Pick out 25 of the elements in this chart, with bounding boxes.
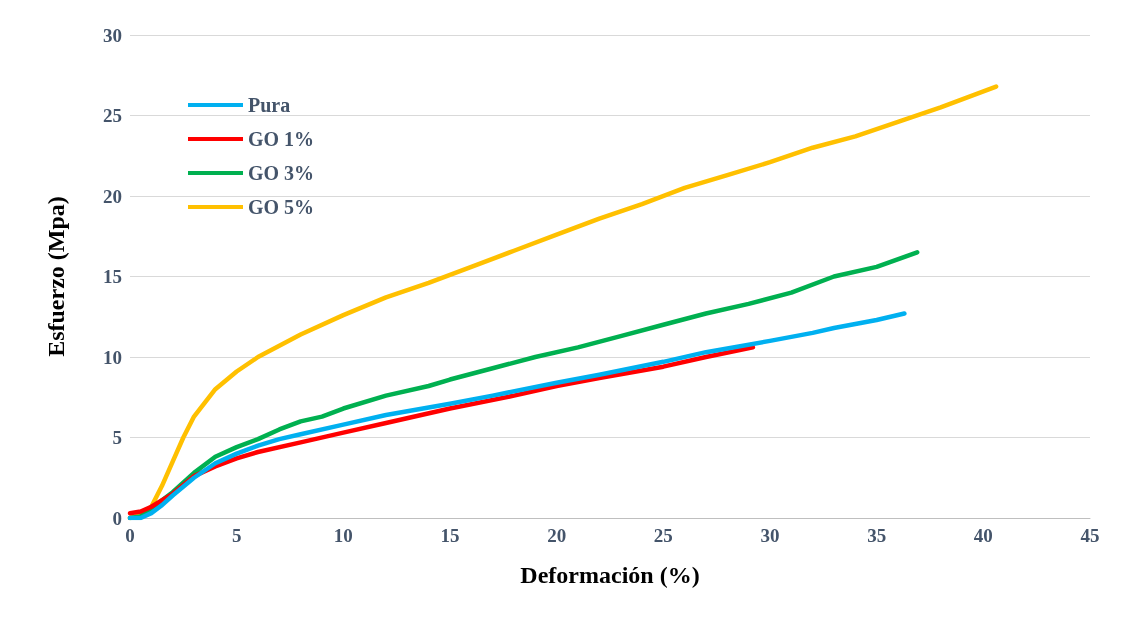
x-tick-label: 20 — [547, 525, 567, 546]
y-tick-label: 25 — [103, 105, 122, 126]
x-tick-label: 25 — [653, 525, 673, 546]
x-axis-title: Deformación (%) — [520, 562, 700, 588]
x-tick-label: 5 — [231, 525, 242, 546]
y-tick-label: 30 — [103, 24, 122, 46]
line-series — [127, 311, 907, 521]
x-tick-label: 15 — [440, 525, 460, 546]
y-tick-label: 15 — [103, 266, 122, 287]
legend-label: GO 3% — [248, 162, 315, 184]
x-tick-label: 0 — [125, 525, 135, 546]
x-tick-label: 10 — [333, 525, 353, 546]
x-tick-label: 30 — [760, 525, 780, 546]
legend-label: Pura — [248, 94, 291, 116]
x-tick-label: 40 — [973, 525, 993, 546]
y-axis-title: Esfuerzo (Mpa) — [43, 196, 69, 357]
x-tick-label: 35 — [867, 525, 887, 546]
line-series — [127, 345, 756, 516]
y-tick-label: 20 — [103, 185, 122, 207]
y-tick-label: 10 — [103, 346, 122, 368]
x-tick-label: 45 — [1080, 525, 1100, 546]
y-tick-label: 5 — [112, 427, 122, 448]
legend-label: GO 1% — [248, 128, 315, 150]
legend-label: GO 5% — [248, 196, 315, 218]
y-tick-label: 0 — [112, 507, 122, 529]
